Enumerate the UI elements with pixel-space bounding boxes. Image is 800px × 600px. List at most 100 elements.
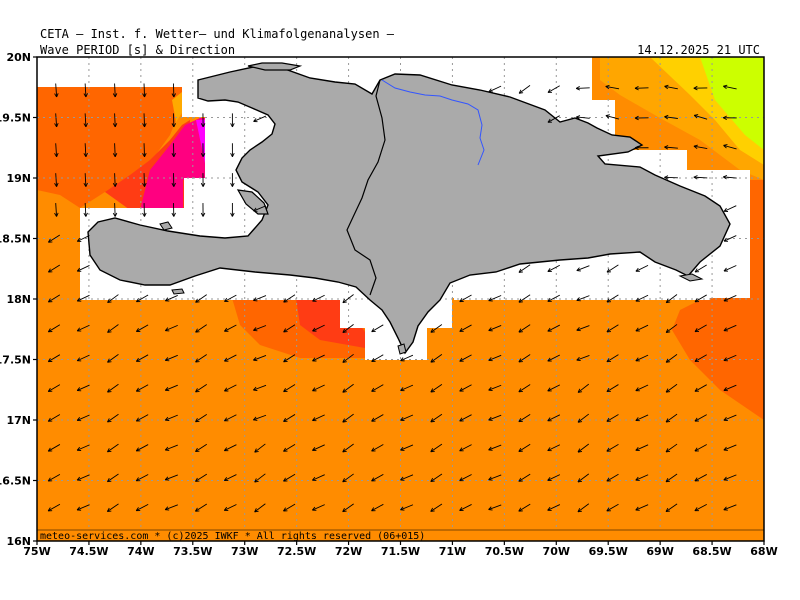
lon-tick-label: 68W — [750, 545, 777, 558]
direction-arrow-icon — [76, 444, 90, 451]
direction-arrow-icon — [83, 113, 88, 128]
direction-arrow-icon — [664, 84, 678, 90]
lon-tick-label: 75W — [23, 545, 50, 558]
direction-arrow-icon — [606, 294, 619, 303]
direction-arrow-icon — [195, 294, 207, 303]
direction-arrow-icon — [547, 504, 561, 511]
direction-arrow-icon — [76, 324, 90, 332]
direction-arrow-icon — [518, 294, 531, 303]
direction-arrow-icon — [400, 354, 414, 362]
direction-arrow-icon — [693, 85, 708, 91]
direction-arrow-icon — [164, 444, 178, 451]
direction-arrow-icon — [606, 324, 619, 333]
footer-band — [37, 530, 764, 541]
direction-arrow-icon — [723, 205, 737, 212]
direction-arrow-icon — [312, 354, 325, 362]
lon-tick-label: 74W — [127, 545, 154, 558]
direction-arrow-icon — [634, 145, 649, 151]
wave-direction-arrows — [47, 83, 737, 513]
vache-island — [171, 288, 185, 295]
direction-arrow-icon — [283, 473, 296, 482]
direction-arrow-icon — [142, 113, 147, 128]
direction-arrow-icon — [312, 504, 325, 511]
direction-arrow-icon — [547, 324, 561, 332]
lat-tick-label: 18.5N — [0, 233, 31, 246]
direction-arrow-icon — [547, 444, 561, 452]
direction-arrow-icon — [171, 173, 176, 187]
direction-arrow-icon — [164, 504, 178, 511]
direction-arrow-icon — [135, 503, 149, 512]
direction-arrow-icon — [195, 443, 208, 453]
direction-arrow-icon — [400, 444, 414, 451]
lon-tick-label: 69W — [646, 545, 673, 558]
direction-arrow-icon — [665, 503, 678, 513]
direction-arrow-icon — [371, 324, 384, 333]
direction-arrow-icon — [518, 264, 531, 273]
direction-arrow-icon — [107, 324, 119, 333]
direction-arrow-icon — [547, 115, 560, 123]
direction-arrow-icon — [54, 173, 59, 187]
direction-arrow-icon — [83, 203, 88, 217]
direction-arrow-icon — [136, 294, 149, 303]
direction-arrow-icon — [693, 175, 708, 180]
lon-tick-label: 70.5W — [485, 545, 524, 558]
direction-arrow-icon — [694, 474, 707, 482]
direction-arrow-icon — [459, 504, 472, 511]
direction-arrow-icon — [342, 443, 354, 453]
direction-arrow-icon — [694, 354, 707, 362]
lat-tick-label: 17N — [6, 414, 31, 427]
direction-arrow-icon — [312, 324, 325, 332]
direction-arrow-icon — [459, 444, 472, 452]
direction-arrow-icon — [371, 444, 384, 452]
direction-arrow-icon — [54, 83, 59, 98]
lat-tick-label: 19N — [6, 172, 31, 185]
hispaniola-land — [87, 65, 731, 355]
direction-arrow-icon — [547, 384, 561, 392]
direction-arrow-icon — [635, 504, 649, 511]
direction-arrow-icon — [171, 203, 176, 217]
direction-arrow-icon — [576, 265, 590, 272]
direction-arrow-icon — [171, 113, 176, 128]
direction-arrow-icon — [634, 85, 649, 91]
period-zone-pink — [140, 118, 216, 210]
direction-arrow-icon — [83, 173, 88, 187]
direction-arrow-icon — [342, 473, 354, 483]
direction-arrow-icon — [694, 384, 707, 392]
direction-arrow-icon — [723, 144, 737, 150]
tortuga-island — [247, 62, 303, 71]
direction-arrow-icon — [518, 443, 531, 452]
direction-arrow-icon — [488, 324, 502, 332]
lon-tick-label: 68.5W — [692, 545, 731, 558]
lat-tick-label: 16.5N — [0, 475, 31, 488]
direction-arrow-icon — [283, 443, 296, 452]
direction-arrow-icon — [371, 473, 384, 482]
direction-arrow-icon — [547, 354, 561, 362]
direction-arrow-icon — [575, 86, 590, 91]
direction-arrow-icon — [459, 414, 472, 422]
direction-arrow-icon — [135, 444, 149, 452]
lon-tick-label: 72W — [335, 545, 362, 558]
lat-tick-label: 19.5N — [0, 112, 31, 125]
direction-arrow-icon — [694, 503, 707, 512]
product-label: Wave PERIOD [s] & Direction — [40, 43, 236, 57]
direction-arrow-icon — [253, 115, 267, 123]
direction-arrow-icon — [577, 413, 590, 423]
direction-arrow-icon — [135, 324, 149, 333]
direction-arrow-icon — [253, 354, 267, 362]
direction-arrow-icon — [283, 294, 296, 303]
direction-arrow-icon — [605, 84, 620, 90]
direction-arrow-icon — [722, 115, 737, 121]
direction-arrow-icon — [723, 84, 737, 90]
direction-arrow-icon — [254, 503, 266, 513]
direction-arrow-icon — [665, 443, 678, 453]
direction-arrow-icon — [312, 384, 325, 392]
direction-arrow-icon — [107, 413, 119, 423]
direction-arrow-icon — [371, 414, 384, 422]
direction-arrow-icon — [107, 294, 119, 304]
direction-arrow-icon — [371, 354, 384, 363]
direction-arrow-icon — [459, 354, 472, 362]
direction-arrow-icon — [723, 414, 737, 422]
lon-tick-label: 70W — [543, 545, 570, 558]
direction-arrow-icon — [576, 325, 590, 332]
beata-island — [397, 343, 407, 355]
